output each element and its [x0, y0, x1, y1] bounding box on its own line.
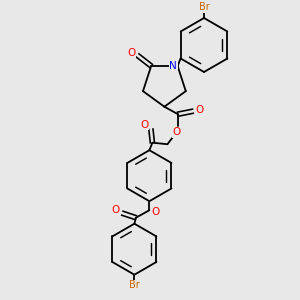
Text: O: O: [152, 207, 160, 217]
Text: O: O: [128, 47, 136, 58]
Text: Br: Br: [129, 280, 140, 290]
Text: O: O: [172, 127, 181, 137]
Text: Br: Br: [199, 2, 209, 13]
Text: O: O: [195, 105, 204, 115]
Text: N: N: [169, 61, 177, 71]
Text: O: O: [112, 205, 120, 215]
Text: O: O: [140, 120, 148, 130]
